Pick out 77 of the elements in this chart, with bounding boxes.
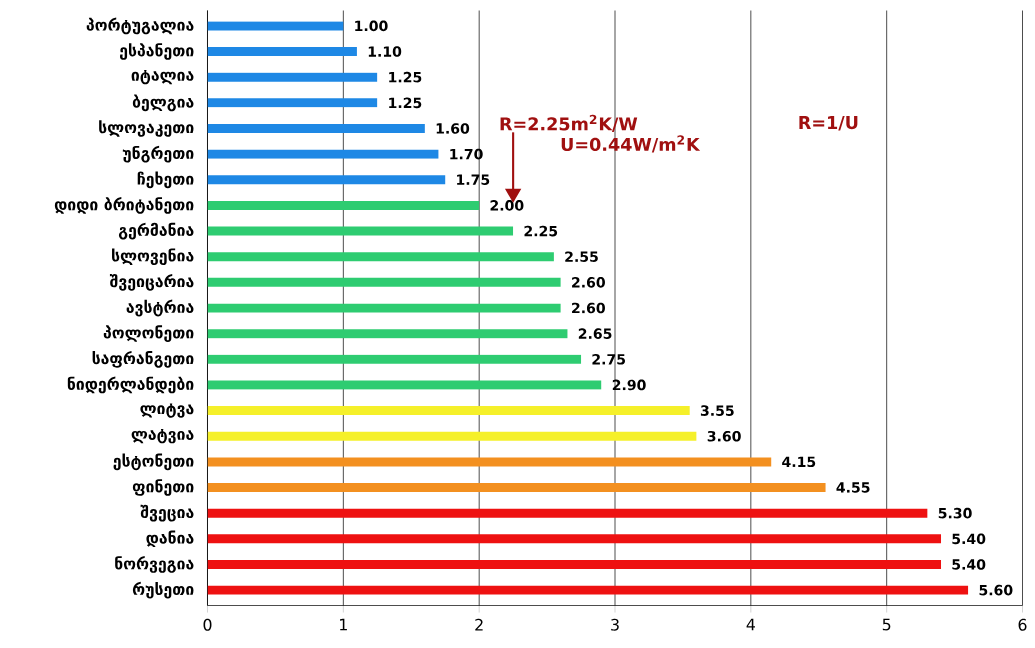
- bar: [207, 329, 568, 339]
- bar: [207, 47, 357, 57]
- y-tick-label: ავსტრია: [126, 299, 194, 317]
- data-label: 1.75: [457, 174, 490, 185]
- data-label: 1.70: [450, 148, 483, 160]
- data-label: 2.90: [612, 379, 646, 391]
- data-label: 2.65: [578, 328, 612, 339]
- y-tick-label: ფინეთი: [132, 479, 194, 496]
- y-tick-label: შვეიცარია: [109, 273, 194, 291]
- y-tick-label: გერმანია: [118, 222, 194, 240]
- y-tick-label: რუსეთი: [132, 581, 194, 599]
- data-label: 2.75: [592, 353, 626, 365]
- bar: [207, 98, 378, 108]
- bar: [207, 380, 602, 390]
- y-tick-label: ლიტვა: [140, 403, 194, 418]
- bar: [207, 559, 942, 569]
- x-tick-label: 1: [340, 618, 347, 631]
- data-label: 5.40: [952, 559, 986, 570]
- bar: [207, 123, 425, 133]
- x-tick-label: 3: [611, 618, 619, 631]
- annotation: R=2.25m$^{2}$K/W: [500, 114, 638, 132]
- bar: [207, 72, 378, 82]
- bar: [207, 277, 561, 287]
- bar: [207, 431, 697, 441]
- data-label: 5.60: [979, 584, 1013, 596]
- y-tick-label: დიდი ბრიტანეთი: [54, 197, 194, 214]
- y-tick-label: იტალია: [131, 70, 194, 85]
- x-tick-label: 4: [746, 618, 755, 631]
- y-tick-label: ესპანეთი: [119, 43, 194, 60]
- y-tick-label: პოლონეთი: [103, 325, 194, 342]
- data-label: 3.60: [707, 430, 741, 442]
- y-tick-label: ლატვია: [131, 429, 194, 444]
- x-tick-label: 2: [475, 618, 483, 631]
- x-tick-label: 6: [1018, 618, 1027, 631]
- bar: [207, 585, 969, 595]
- bar: [207, 508, 928, 518]
- data-label: 5.40: [952, 533, 986, 545]
- y-tick-label: ნორვეგია: [115, 556, 194, 573]
- data-label: 4.15: [782, 456, 816, 468]
- y-tick-label: საფრანგეთი: [92, 350, 194, 368]
- bar: [207, 252, 554, 262]
- data-label: 2.60: [572, 277, 605, 288]
- data-label: 3.55: [700, 405, 734, 416]
- y-tick-label: დანია: [146, 530, 194, 548]
- data-label: 4.55: [836, 482, 870, 493]
- data-label: 1.25: [389, 71, 422, 83]
- y-tick-label: სლოვენია: [112, 248, 194, 266]
- y-tick-label: ნიდერლანდები: [67, 376, 194, 394]
- y-tick-label: პორტუგალია: [86, 17, 194, 35]
- y-tick-label: ჩეხეთი: [137, 171, 194, 189]
- bar: [207, 534, 942, 544]
- data-label: 1.00: [355, 20, 388, 32]
- data-label: 1.10: [368, 46, 402, 57]
- bar: [207, 406, 690, 416]
- x-tick-label: 0: [203, 618, 212, 631]
- annotation: U=0.44W/m$^{2}$K: [561, 135, 701, 153]
- data-label: 2.00: [490, 200, 524, 211]
- data-label: 1.25: [389, 97, 422, 109]
- y-tick-label: ესტონეთი: [113, 453, 194, 471]
- bar: [207, 457, 772, 467]
- data-label: 2.60: [572, 302, 605, 314]
- bar: [207, 200, 480, 210]
- data-label: 2.25: [524, 225, 558, 237]
- bar: [207, 226, 514, 236]
- annotation: R=1/U: [799, 116, 858, 131]
- y-tick-label: შვეცია: [140, 504, 194, 522]
- y-tick-label: ბელგია: [132, 94, 194, 112]
- y-tick-label: სლოვაკეთი: [99, 120, 194, 137]
- data-label: 5.30: [938, 507, 972, 519]
- bar: [207, 354, 582, 364]
- y-tick-label: უნგრეთი: [122, 145, 194, 163]
- bar: [207, 483, 826, 493]
- bar: [207, 303, 561, 313]
- data-label: 1.60: [436, 123, 470, 134]
- data-label: 2.55: [565, 251, 598, 263]
- bar: [207, 175, 446, 185]
- x-tick-label: 5: [882, 618, 891, 631]
